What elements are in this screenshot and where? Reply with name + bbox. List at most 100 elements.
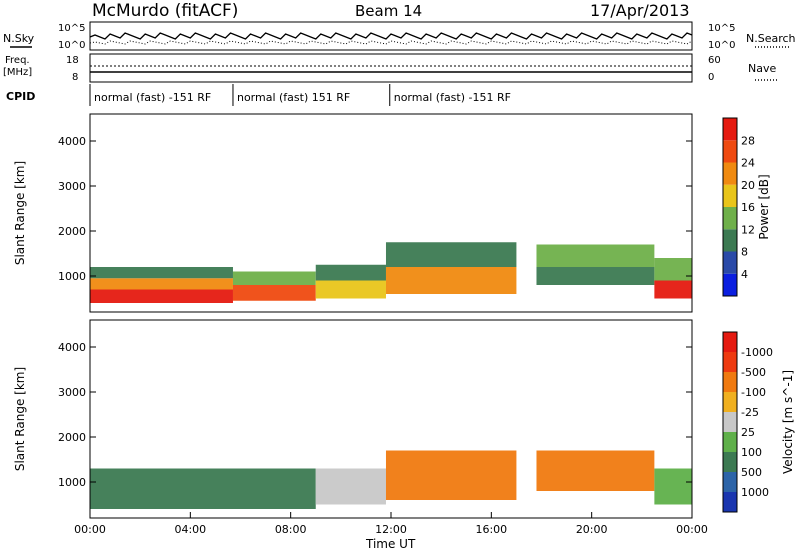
y-tick-label: 3000	[58, 386, 86, 399]
scatter-band	[90, 289, 233, 303]
noise-right-bottom-tick: 10^0	[708, 40, 735, 51]
scatter-band	[536, 450, 655, 491]
colorbar-tick-label: 8	[741, 246, 748, 259]
colorbar-tick-label: -25	[741, 406, 759, 419]
nsky-label: N.Sky	[3, 32, 35, 45]
cpid-segment-label: normal (fast) -151 RF	[394, 91, 511, 104]
x-tick-label: 04:00	[174, 523, 206, 536]
colorbar-swatch	[723, 432, 737, 452]
noise-left-top-tick: 10^5	[58, 23, 85, 34]
freq-label-line2: [MHz]	[3, 67, 32, 78]
cpid-segment-label: normal (fast) 151 RF	[237, 91, 350, 104]
noise-traces	[89, 32, 693, 45]
scatter-band	[315, 468, 386, 505]
nave-right-bottom-tick: 0	[708, 72, 714, 83]
noise-left-bottom-tick: 10^0	[58, 40, 85, 51]
y-tick-label: 3000	[58, 180, 86, 193]
scatter-band	[654, 468, 692, 505]
colorbar-tick-label: 1000	[741, 486, 769, 499]
scatter-band	[315, 280, 386, 299]
station-title: McMurdo (fitACF)	[92, 1, 238, 21]
colorbar-swatch	[723, 140, 737, 163]
scatter-band	[536, 267, 655, 285]
x-tick-label: 20:00	[576, 523, 608, 536]
colorbar-swatch	[723, 118, 737, 141]
x-tick-label: 08:00	[275, 523, 307, 536]
power-colorbar: 4 8 12 16 20 24 28 Power [dB]	[722, 117, 771, 297]
time-axis: 00:00 04:00 08:00 12:00 16:00 20:00 00:00	[74, 512, 708, 536]
colorbar-swatch	[723, 273, 737, 296]
time-axis-label: Time UT	[365, 537, 416, 551]
scatter-band	[232, 271, 316, 285]
scatter-band	[654, 280, 692, 299]
colorbar-swatch	[723, 162, 737, 185]
colorbar-tick-label: -500	[741, 366, 766, 379]
colorbar-tick-label: -1000	[741, 346, 773, 359]
y-tick-label: 1000	[58, 270, 86, 283]
colorbar-swatch	[723, 251, 737, 274]
colorbar-tick-label: 25	[741, 426, 755, 439]
nsearch-label: N.Search	[746, 32, 796, 45]
colorbar-tick-label: -100	[741, 386, 766, 399]
colorbar-swatch	[723, 492, 737, 512]
cpid-segment-label: normal (fast) -151 RF	[94, 91, 211, 104]
colorbar-tick-label: 28	[741, 134, 755, 147]
beam-title: Beam 14	[355, 2, 422, 20]
freq-label-line1: Freq.	[5, 55, 30, 66]
colorbar-swatch	[723, 184, 737, 207]
x-tick-label: 16:00	[475, 523, 507, 536]
y-tick-label: 2000	[58, 225, 86, 238]
colorbar-tick-label: 20	[741, 179, 755, 192]
colorbar-swatch	[723, 472, 737, 492]
colorbar-swatch	[723, 372, 737, 392]
colorbar-tick-label: 24	[741, 157, 755, 170]
colorbar-tick-label: 16	[741, 201, 755, 214]
scatter-band	[536, 244, 655, 267]
scatter-band	[315, 264, 386, 281]
colorbar-swatch	[723, 352, 737, 372]
colorbar-swatch	[723, 332, 737, 352]
scatter-band	[90, 278, 233, 290]
date-title: 17/Apr/2013	[590, 1, 690, 20]
scatter-band	[232, 285, 316, 301]
scatter-band	[385, 267, 517, 294]
y-axis-label: Slant Range [km]	[13, 367, 27, 471]
nave-label: Nave	[748, 62, 776, 75]
colorbar-label: Velocity [m s^-1]	[781, 370, 795, 474]
y-tick-label: 4000	[58, 341, 86, 354]
cpid-label: CPID	[6, 90, 35, 103]
y-axis-label: Slant Range [km]	[13, 161, 27, 265]
y-tick-label: 1000	[58, 476, 86, 489]
freq-left-bottom-tick: 8	[72, 72, 78, 83]
colorbar-swatch	[723, 392, 737, 412]
nsky-trace	[89, 32, 693, 40]
freq-strip-frame	[89, 53, 693, 83]
y-tick-label: 4000	[58, 135, 86, 148]
colorbar-tick-label: 100	[741, 446, 762, 459]
x-tick-label: 00:00	[676, 523, 708, 536]
colorbar-frame	[722, 331, 738, 513]
colorbar-swatch	[723, 207, 737, 230]
colorbar-tick-label: 12	[741, 223, 755, 236]
colorbar-tick-label: 500	[741, 466, 762, 479]
x-tick-label: 12:00	[375, 523, 407, 536]
nave-right-top-tick: 60	[708, 55, 721, 66]
noise-strip-frame	[89, 21, 693, 51]
scatter-band	[90, 468, 316, 509]
cpid-row: normal (fast) -151 RF normal (fast) 151 R…	[89, 84, 511, 106]
power-panel: 1000 2000 3000 4000 Slant Range [km]	[13, 113, 693, 313]
x-tick-label: 00:00	[74, 523, 106, 536]
velocity-colorbar: 1000 500 100 25 -25 -100 -500 -1000 Velocity [m …	[722, 331, 795, 513]
colorbar-swatch	[723, 412, 737, 432]
colorbar-frame	[722, 117, 738, 297]
y-tick-label: 2000	[58, 431, 86, 444]
scatter-band	[90, 267, 233, 279]
colorbar-tick-label: 4	[741, 268, 748, 281]
velocity-panel: 1000 2000 3000 4000 Slant Range [km]	[13, 319, 693, 519]
scatter-band	[654, 258, 692, 281]
colorbar-label: Power [dB]	[757, 174, 771, 239]
scatter-band	[385, 242, 517, 267]
freq-left-top-tick: 18	[66, 55, 79, 66]
scatter-band	[385, 450, 517, 500]
